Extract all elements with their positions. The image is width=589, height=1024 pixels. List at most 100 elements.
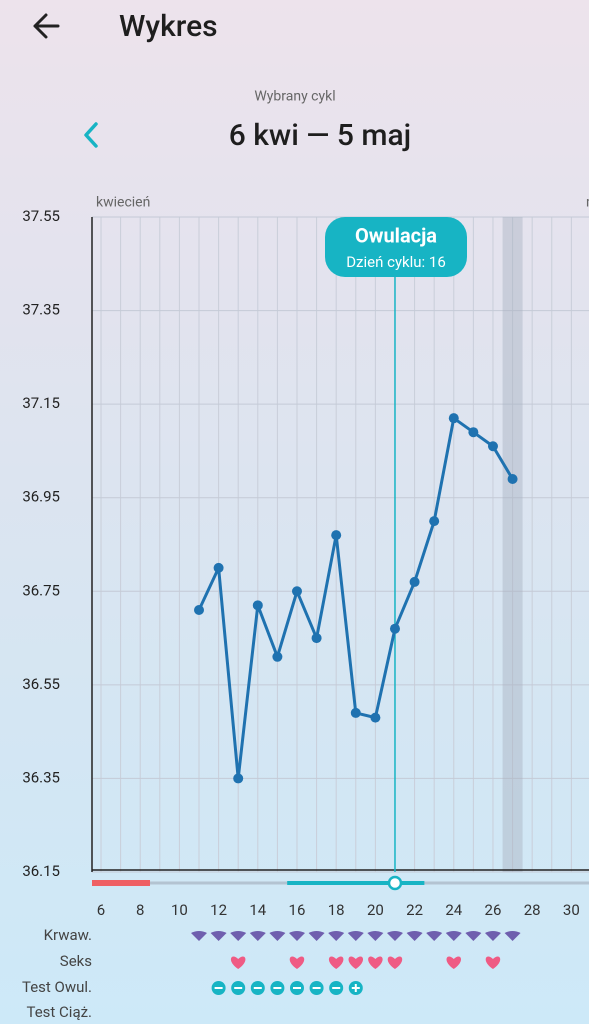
temperature-point xyxy=(252,600,263,611)
x-tick-label: 18 xyxy=(328,901,345,919)
temperature-point xyxy=(507,474,518,484)
drop-entry xyxy=(445,931,462,941)
month-label: kwiecień xyxy=(96,195,150,211)
minus-entry xyxy=(231,981,246,995)
minus-entry xyxy=(329,981,344,995)
y-tick-label: 37.15 xyxy=(22,394,60,412)
test-sign xyxy=(351,984,360,992)
temperature-point xyxy=(272,651,283,662)
heart-icon xyxy=(387,956,403,969)
minus-entry xyxy=(270,981,285,995)
blood-icon xyxy=(445,931,462,941)
minus-entry xyxy=(250,981,265,995)
heart-icon xyxy=(348,956,364,969)
drop-entry xyxy=(328,931,345,941)
minus-entry xyxy=(309,981,324,995)
heart-entry xyxy=(485,956,501,969)
heart-entry xyxy=(289,956,305,969)
blood-icon xyxy=(504,931,521,941)
x-tick-label: 16 xyxy=(289,901,306,919)
drop-entry xyxy=(210,931,227,941)
x-tick-label: 12 xyxy=(210,901,227,919)
page-title: Wykres xyxy=(119,9,218,44)
y-tick-label: 36.15 xyxy=(22,862,60,880)
heart-entry xyxy=(446,956,462,969)
ovulation-dot xyxy=(387,875,403,891)
drop-entry xyxy=(426,931,443,941)
temperature-point xyxy=(448,413,459,424)
temperature-point xyxy=(468,427,479,438)
cycle-range: 6 kwi — 5 maj xyxy=(229,118,411,153)
previous-cycle[interactable] xyxy=(84,122,98,148)
drop-entry xyxy=(249,931,266,941)
x-tick-label: 14 xyxy=(249,901,266,919)
x-tick-label: 22 xyxy=(406,901,423,919)
heart-entry xyxy=(387,956,403,969)
minus-entry xyxy=(289,981,304,995)
heart-entry xyxy=(348,956,364,969)
blood-icon xyxy=(288,931,305,941)
heart-icon xyxy=(328,956,344,969)
temperature-point xyxy=(233,773,244,784)
row-label: Seks xyxy=(60,952,92,970)
temperature-point xyxy=(331,530,342,541)
back-arrow[interactable] xyxy=(33,13,60,39)
heart-icon xyxy=(289,956,305,969)
temperature-point xyxy=(487,441,498,452)
x-tick-label: 26 xyxy=(485,901,502,919)
y-tick-label: 36.75 xyxy=(22,581,60,599)
blood-icon xyxy=(406,931,423,941)
drop-entry xyxy=(308,931,325,941)
drop-entry xyxy=(288,931,305,941)
blood-icon xyxy=(367,931,384,941)
today-band xyxy=(502,217,523,872)
y-tick-label: 37.35 xyxy=(22,301,60,319)
cycle-label: Wybrany cykl xyxy=(254,89,335,105)
heart-entry xyxy=(328,956,344,969)
positive-test-entry xyxy=(348,981,363,995)
month-label: maj xyxy=(586,195,589,211)
heart-icon xyxy=(368,956,383,969)
temperature-point xyxy=(213,562,224,573)
temperature-point xyxy=(194,605,205,615)
drop-entry xyxy=(406,931,423,941)
ovulation-badge xyxy=(325,217,467,277)
temperature-point xyxy=(350,707,361,718)
x-tick-label: 8 xyxy=(136,901,144,919)
y-tick-label: 37.55 xyxy=(22,207,60,225)
blood-icon xyxy=(269,931,286,941)
temperature-point xyxy=(291,586,302,597)
y-tick-label: 36.95 xyxy=(22,488,60,506)
blood-icon xyxy=(249,931,266,941)
drop-entry xyxy=(269,931,286,941)
drop-entry xyxy=(504,931,521,941)
drop-entry xyxy=(465,931,482,941)
blood-icon xyxy=(328,931,345,941)
heart-entry xyxy=(368,956,383,969)
temperature-point xyxy=(389,623,400,634)
blood-icon xyxy=(484,931,501,941)
drop-entry xyxy=(191,931,208,941)
temperature-point xyxy=(409,576,420,587)
heart-icon xyxy=(446,956,462,969)
drop-entry xyxy=(367,931,384,941)
drop-entry xyxy=(484,931,501,941)
blood-icon xyxy=(191,931,208,941)
heart-icon xyxy=(230,956,246,969)
row-label: Krwaw. xyxy=(44,926,92,944)
blood-icon xyxy=(347,931,364,941)
drop-entry xyxy=(347,931,364,941)
heart-icon xyxy=(485,956,501,969)
drop-entry xyxy=(230,931,247,941)
ovulation-sublabel: Dzień cyklu: 16 xyxy=(346,253,446,271)
temperature-point xyxy=(429,516,440,527)
temperature-point xyxy=(370,712,381,723)
x-tick-label: 10 xyxy=(171,901,188,919)
blood-icon xyxy=(308,931,325,941)
row-label: Test Ciąż. xyxy=(26,1003,92,1021)
heart-entry xyxy=(230,956,246,969)
x-tick-label: 6 xyxy=(97,901,105,919)
blood-icon xyxy=(465,931,482,941)
blood-icon xyxy=(386,931,403,941)
blood-icon xyxy=(210,931,227,941)
